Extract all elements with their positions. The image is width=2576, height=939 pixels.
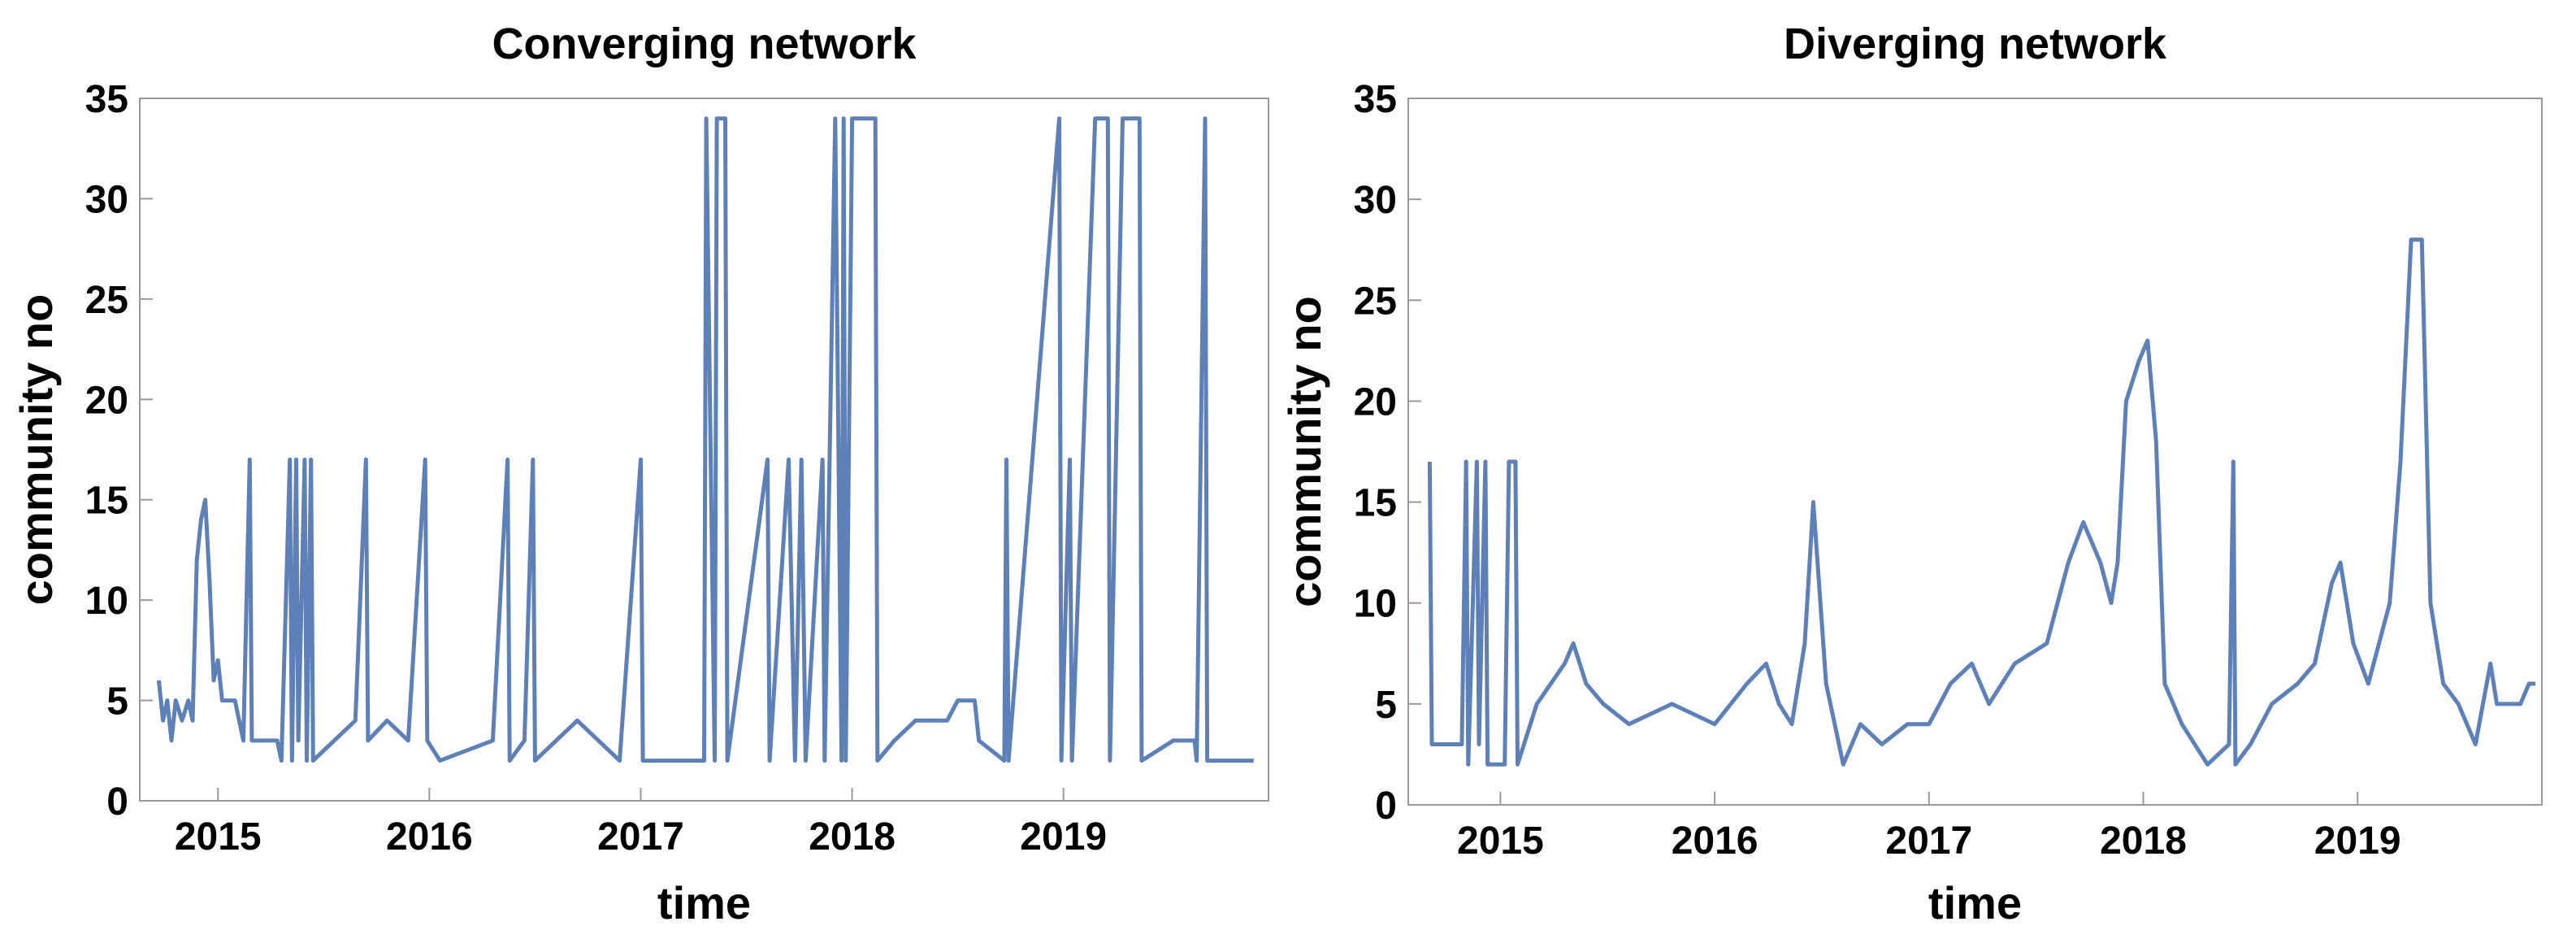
- y-tick-label: 10: [85, 580, 128, 623]
- y-tick-label: 20: [85, 379, 128, 422]
- x-tick-label: 2016: [386, 815, 473, 859]
- x-tick-label: 2015: [175, 815, 262, 859]
- y-tick-label: 35: [1354, 78, 1397, 121]
- y-tick-label: 30: [1354, 179, 1397, 222]
- y-tick-label: 0: [106, 780, 128, 824]
- x-tick-label: 2019: [1020, 815, 1107, 859]
- y-tick-label: 0: [1375, 785, 1397, 828]
- chart-title: Converging network: [492, 20, 917, 68]
- data-line: [1427, 237, 2536, 767]
- x-tick-label: 2018: [2100, 819, 2187, 863]
- y-tick-label: 25: [1354, 280, 1397, 323]
- x-axis-label: time: [657, 877, 751, 928]
- x-tick-label: 2017: [1885, 819, 1972, 863]
- x-tick-label: 2018: [809, 815, 896, 859]
- x-tick-label: 2016: [1672, 819, 1759, 863]
- y-tick-label: 5: [106, 680, 128, 724]
- y-tick-label: 25: [85, 279, 128, 322]
- y-tick-label: 35: [85, 78, 128, 121]
- y-tick-label: 15: [1354, 482, 1397, 525]
- y-tick-label: 15: [85, 480, 128, 523]
- plot-frame: [139, 98, 1269, 802]
- chart-title: Diverging network: [1784, 20, 2167, 68]
- y-axis-label: community no: [11, 294, 62, 606]
- plot-frame: [1407, 98, 2543, 806]
- x-axis-label: time: [1928, 877, 2022, 928]
- data-line: [156, 116, 1254, 763]
- x-tick-label: 2015: [1457, 819, 1544, 863]
- x-tick-label: 2019: [2314, 819, 2401, 863]
- y-tick-label: 30: [85, 178, 128, 221]
- x-tick-label: 2017: [597, 815, 684, 859]
- y-tick-label: 10: [1354, 583, 1397, 626]
- y-tick-label: 5: [1375, 684, 1397, 727]
- y-tick-label: 20: [1354, 380, 1397, 424]
- y-axis-label: community no: [1279, 296, 1330, 607]
